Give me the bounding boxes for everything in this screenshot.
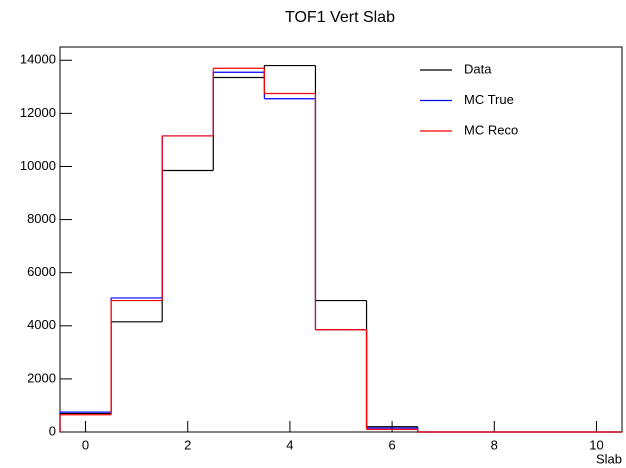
legend-label: MC Reco: [464, 122, 518, 137]
legend-label: MC True: [464, 92, 514, 107]
y-tick-label: 12000: [20, 105, 56, 120]
y-tick-label: 4000: [27, 317, 56, 332]
x-tick-label: 6: [388, 437, 395, 452]
y-tick-label: 6000: [27, 264, 56, 279]
x-tick-label: 2: [184, 437, 191, 452]
x-tick-label: 4: [286, 437, 293, 452]
y-tick-label: 10000: [20, 158, 56, 173]
x-tick-label: 8: [491, 437, 498, 452]
y-tick-label: 14000: [20, 52, 56, 67]
plot-frame: [59, 46, 623, 433]
x-tick-label: 0: [82, 437, 89, 452]
x-axis-label: Slab: [596, 451, 622, 466]
chart-title: TOF1 Vert Slab: [285, 9, 395, 26]
y-tick-label: 2000: [27, 370, 56, 385]
y-tick-label: 0: [49, 423, 56, 438]
x-tick-label: 10: [589, 437, 603, 452]
y-tick-label: 8000: [27, 211, 56, 226]
legend-label: Data: [464, 61, 492, 76]
